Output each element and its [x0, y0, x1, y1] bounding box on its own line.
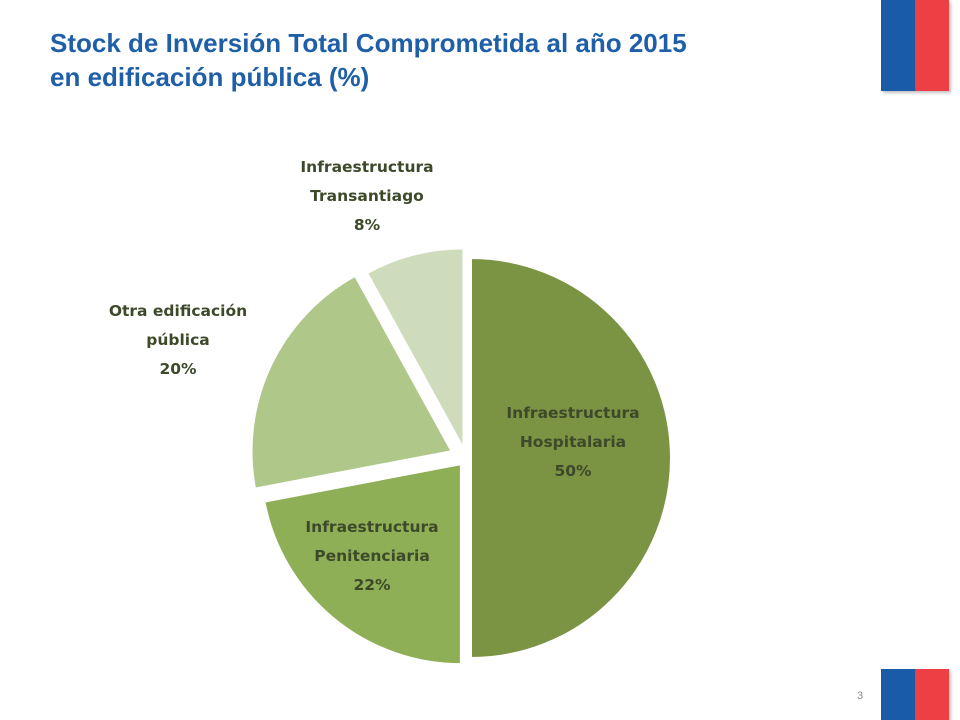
- pie-slice: [470, 256, 672, 660]
- pie-slice: [365, 247, 465, 449]
- pie-slice-label: Otra edificación pública 20%: [109, 302, 247, 378]
- slide-title: Stock de Inversión Total Comprometida al…: [50, 26, 870, 94]
- flag-blue-stripe: [881, 669, 915, 720]
- flag-red-stripe: [915, 0, 949, 91]
- title-line-2: en edificación pública (%): [50, 62, 370, 92]
- title-line-1: Stock de Inversión Total Comprometida al…: [50, 28, 687, 58]
- pie-slice: [250, 274, 454, 490]
- pie-slice-label: Infraestructura Hospitalaria 50%: [506, 404, 639, 480]
- pie-slice-label: Infraestructura Penitenciaria 22%: [305, 518, 438, 594]
- flag-red-stripe: [915, 669, 949, 720]
- pie-slice: [263, 462, 462, 666]
- flag-blue-stripe: [881, 0, 915, 91]
- pie-slice-label: Infraestructura Transantiago 8%: [300, 158, 433, 234]
- flag-logo-top: [881, 0, 949, 91]
- page-number: 3: [856, 690, 864, 702]
- flag-logo-bottom: [881, 669, 949, 720]
